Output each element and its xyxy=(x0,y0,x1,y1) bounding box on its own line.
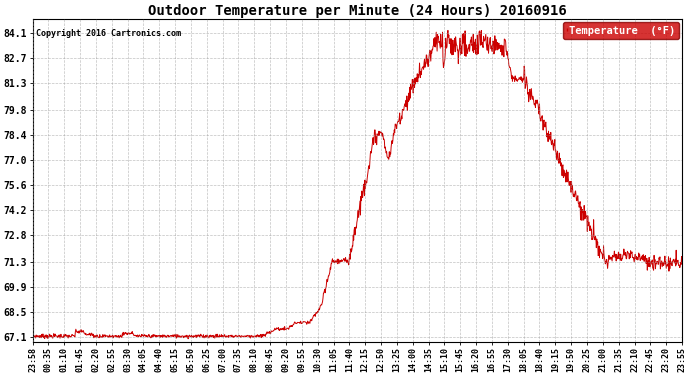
Text: Copyright 2016 Cartronics.com: Copyright 2016 Cartronics.com xyxy=(36,28,181,38)
Title: Outdoor Temperature per Minute (24 Hours) 20160916: Outdoor Temperature per Minute (24 Hours… xyxy=(148,3,566,18)
Legend: Temperature  (°F): Temperature (°F) xyxy=(563,22,679,39)
